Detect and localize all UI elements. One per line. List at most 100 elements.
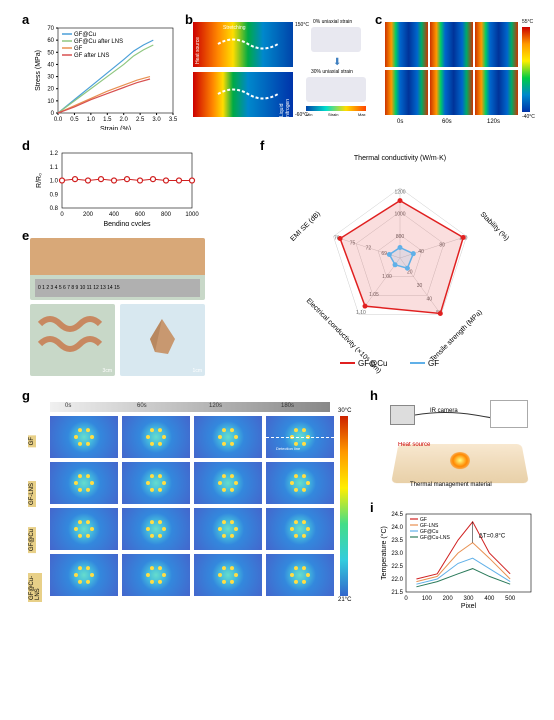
svg-text:GF@Cu: GF@Cu <box>74 32 96 38</box>
ruler-graphic: 0 1 2 3 4 5 6 7 8 9 10 11 12 13 14 15 <box>35 279 200 297</box>
svg-text:0: 0 <box>404 596 408 602</box>
strain-colorbar <box>306 106 366 111</box>
svg-text:ΔT=0.8°C: ΔT=0.8°C <box>479 533 506 539</box>
heat-src-label: Heat source <box>195 37 201 64</box>
svg-text:50: 50 <box>47 50 54 56</box>
svg-text:GF after LNS: GF after LNS <box>74 53 109 59</box>
chart-i: 0 100 200 300 400 500 21.5 22.0 22.5 23.0 23.5 24.0… <box>378 508 538 608</box>
svg-text:3.5: 3.5 <box>169 117 178 123</box>
svg-text:0.9: 0.9 <box>50 192 59 198</box>
svg-text:1.2: 1.2 <box>50 151 59 157</box>
label-i: i <box>370 500 374 515</box>
arrow-down-icon: ⬇ <box>333 57 341 68</box>
panel-h-container: IR camera Heat source Thermal management… <box>380 400 535 495</box>
sb-min: Min <box>306 112 312 117</box>
chart-a: 0.00.51.01.52.02.53.03.5010203040506070S… <box>30 20 180 130</box>
svg-text:R/R₀: R/R₀ <box>36 173 43 188</box>
strain0-label: 0% uniaxial strain <box>313 19 352 25</box>
cb-max: 150°C <box>295 22 309 28</box>
svg-text:500: 500 <box>505 596 516 602</box>
strain-block-30 <box>306 77 366 102</box>
svg-text:22.5: 22.5 <box>391 564 403 570</box>
svg-text:Stress (MPa): Stress (MPa) <box>35 50 42 91</box>
svg-text:1.0: 1.0 <box>50 179 59 185</box>
svg-text:400: 400 <box>109 212 120 218</box>
svg-text:24.0: 24.0 <box>391 525 403 531</box>
svg-text:1.1: 1.1 <box>50 165 59 171</box>
svg-text:300: 300 <box>463 596 474 602</box>
svg-text:GF@Cu: GF@Cu <box>358 359 387 368</box>
svg-text:Thermal conductivity (W/m·K): Thermal conductivity (W/m·K) <box>354 155 446 162</box>
svg-text:40: 40 <box>47 62 54 68</box>
sb-max: Max <box>358 112 366 117</box>
svg-text:GF: GF <box>428 359 439 368</box>
svg-text:200: 200 <box>443 596 454 602</box>
svg-text:0.0: 0.0 <box>54 117 63 123</box>
svg-text:1200: 1200 <box>394 190 405 196</box>
material-slab <box>391 444 529 483</box>
svg-text:2.5: 2.5 <box>136 117 145 123</box>
thermal-sim-2: Liquid nitrogen <box>193 72 293 117</box>
svg-text:24.5: 24.5 <box>391 512 403 518</box>
svg-text:1.10: 1.10 <box>356 310 366 316</box>
svg-text:Pixel: Pixel <box>461 603 477 608</box>
svg-text:60: 60 <box>47 38 54 44</box>
svg-text:200: 200 <box>83 212 94 218</box>
svg-text:800: 800 <box>161 212 172 218</box>
svg-text:100: 100 <box>422 596 433 602</box>
svg-text:0.8: 0.8 <box>50 206 59 212</box>
svg-text:600: 600 <box>135 212 146 218</box>
svg-text:3.0: 3.0 <box>152 117 161 123</box>
svg-text:1.5: 1.5 <box>103 117 112 123</box>
svg-text:GF@Cu after LNS: GF@Cu after LNS <box>74 39 123 45</box>
svg-text:0.5: 0.5 <box>70 117 79 123</box>
svg-text:2.0: 2.0 <box>120 117 129 123</box>
scale-1cm: 1cm <box>193 368 202 374</box>
label-d: d <box>22 138 30 153</box>
photo-crane: 1cm <box>120 304 205 376</box>
chart-d: 0 200 400 600 800 1000 0.8 0.9 1.0 1.1 1.2 Bending … <box>30 148 200 226</box>
svg-text:Bending cycles: Bending cycles <box>103 221 151 226</box>
panel-e-container: 0 1 2 3 4 5 6 7 8 9 10 11 12 13 14 15 3c… <box>30 238 205 378</box>
svg-text:0: 0 <box>60 212 64 218</box>
svg-text:70: 70 <box>47 26 54 32</box>
laptop-icon <box>490 400 528 428</box>
svg-text:GF@Cu-LNS: GF@Cu-LNS <box>420 535 450 541</box>
label-e: e <box>22 228 29 243</box>
ln-label: Liquid nitrogen <box>279 87 291 117</box>
photo-film: 0 1 2 3 4 5 6 7 8 9 10 11 12 13 14 15 <box>30 238 205 300</box>
svg-text:Strain (%): Strain (%) <box>100 126 131 130</box>
svg-text:400: 400 <box>484 596 495 602</box>
heat-label: Heat source <box>398 442 430 448</box>
svg-text:21.5: 21.5 <box>391 590 403 596</box>
scale-3cm: 3cm <box>103 368 112 374</box>
panel-c-container: 0s60s120s55°C-40°C <box>385 22 535 127</box>
photo-spiral: 3cm <box>30 304 115 376</box>
stretch-label-1: Stretching <box>223 25 246 31</box>
strain30-label: 30% uniaxial strain <box>311 69 353 75</box>
svg-text:EMI SE (dB): EMI SE (dB) <box>290 210 322 242</box>
svg-text:GF: GF <box>74 46 83 52</box>
label-c: c <box>375 12 382 27</box>
svg-text:Temperature (°C): Temperature (°C) <box>380 526 388 580</box>
label-h: h <box>370 388 378 403</box>
panel-g-container: 0s60s120s180sGFDetection lineGF-LNSGF@Cu… <box>30 402 360 602</box>
strain-block-0 <box>311 27 361 52</box>
svg-text:23.5: 23.5 <box>391 538 403 544</box>
svg-text:1000: 1000 <box>185 212 199 218</box>
svg-text:22.0: 22.0 <box>391 577 403 583</box>
chart-f-radar: Thermal conductivity (W/m·K)80010001200S… <box>255 148 545 378</box>
sb-lbl: Strain <box>328 112 338 117</box>
label-g: g <box>22 388 30 403</box>
svg-text:10: 10 <box>47 99 54 105</box>
label-b: b <box>185 12 193 27</box>
svg-text:30: 30 <box>47 75 54 81</box>
label-a: a <box>22 12 29 27</box>
panel-b-container: Heat source Stretching Liquid nitrogen 1… <box>193 22 368 127</box>
svg-text:23.0: 23.0 <box>391 551 403 557</box>
svg-text:Stability (%): Stability (%) <box>479 211 510 242</box>
svg-text:1.0: 1.0 <box>87 117 96 123</box>
svg-text:Tensile strength (MPa): Tensile strength (MPa) <box>429 309 483 363</box>
svg-text:20: 20 <box>47 87 54 93</box>
ir-camera-icon <box>390 405 415 425</box>
